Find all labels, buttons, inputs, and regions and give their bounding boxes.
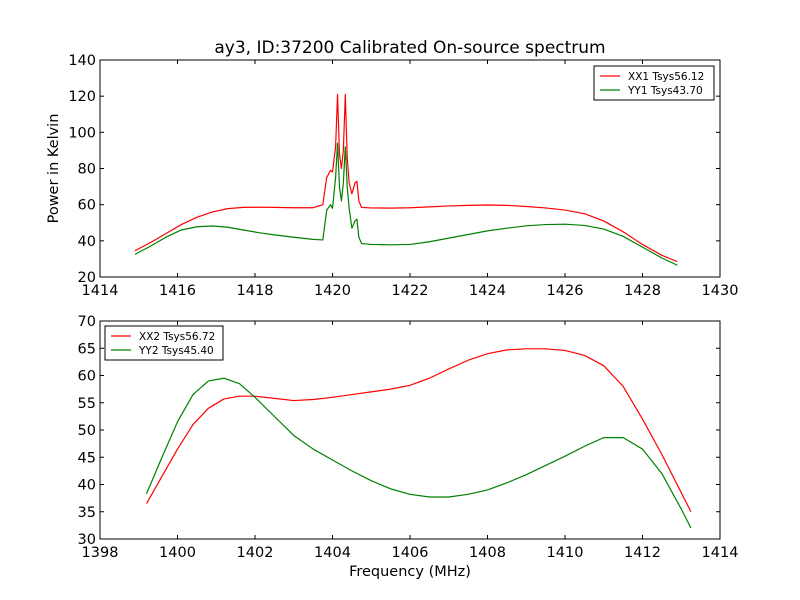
bottom-x-axis-label: Frequency (MHz) [349, 564, 471, 580]
bottom-y-tick-label: 70 [78, 314, 96, 330]
top-series-line-1 [134, 142, 678, 266]
bottom-series-line-0 [145, 348, 692, 513]
top-y-tick-label: 80 [78, 162, 96, 178]
bottom-plot-xx2-yy2: 1398 1400 1402 1404 1406 1408 1410 1412 1414 30 35… [78, 314, 739, 580]
bottom-y-tick-label: 40 [78, 478, 96, 494]
bottom-y-tick-label: 65 [78, 341, 96, 357]
bottom-y-tick-label: 55 [78, 396, 96, 412]
top-y-tick-label: 120 [68, 89, 96, 105]
bottom-x-tick-label: 1414 [702, 545, 739, 561]
top-plot-xx1-yy1: 1414 1416 1418 1420 1422 1424 1426 1428 1430 20 40… [46, 53, 738, 299]
bottom-x-tick-label: 1408 [469, 545, 506, 561]
bottom-y-tick-label: 60 [78, 369, 96, 385]
bottom-legend-label-0: XX2 Tsys56.72 [139, 331, 215, 343]
top-x-tick-label: 1414 [82, 283, 119, 299]
bottom-x-tick-label: 1406 [392, 545, 429, 561]
bottom-legend-label-1: YY2 Tsys45.40 [138, 345, 214, 357]
bottom-x-tick-label: 1404 [314, 545, 351, 561]
bottom-legend: XX2 Tsys56.72 YY2 Tsys45.40 [104, 325, 224, 361]
bottom-x-tick-label: 1398 [82, 545, 119, 561]
top-legend-label-0: XX1 Tsys56.12 [628, 71, 704, 83]
top-y-tick-label: 100 [68, 125, 96, 141]
bottom-y-tick-label: 50 [78, 423, 96, 439]
top-y-tick-label: 40 [78, 234, 96, 250]
top-series-line-0 [134, 93, 678, 263]
top-legend-label-1: YY1 Tsys43.70 [627, 85, 703, 97]
figure-title: ay3, ID:37200 Calibrated On-source spect… [214, 38, 605, 58]
top-legend: XX1 Tsys56.12 YY1 Tsys43.70 [593, 65, 715, 101]
bottom-x-tick-label: 1410 [547, 545, 584, 561]
top-y-tick-label: 20 [78, 270, 96, 286]
bottom-x-tick-label: 1402 [237, 545, 274, 561]
top-x-tick-label: 1422 [392, 283, 429, 299]
bottom-y-tick-label: 35 [78, 505, 96, 521]
top-y-axis-label: Power in Kelvin [46, 114, 62, 224]
top-legend-box [593, 65, 715, 101]
top-x-tick-label: 1418 [237, 283, 274, 299]
top-x-tick-label: 1428 [624, 283, 661, 299]
top-x-tick-label: 1426 [547, 283, 584, 299]
bottom-y-tick-label: 45 [78, 450, 96, 466]
top-x-tick-label: 1430 [702, 283, 739, 299]
bottom-y-tick-label: 30 [78, 532, 96, 548]
bottom-x-tick-label: 1400 [159, 545, 196, 561]
bottom-series-line-1 [145, 377, 692, 529]
top-x-tick-label: 1416 [159, 283, 196, 299]
bottom-legend-box [104, 325, 224, 361]
top-x-tick-label: 1424 [469, 283, 506, 299]
bottom-x-tick-label: 1412 [624, 545, 661, 561]
top-y-tick-label: 60 [78, 198, 96, 214]
top-x-tick-label: 1420 [314, 283, 351, 299]
top-y-tick-label: 140 [68, 53, 96, 69]
